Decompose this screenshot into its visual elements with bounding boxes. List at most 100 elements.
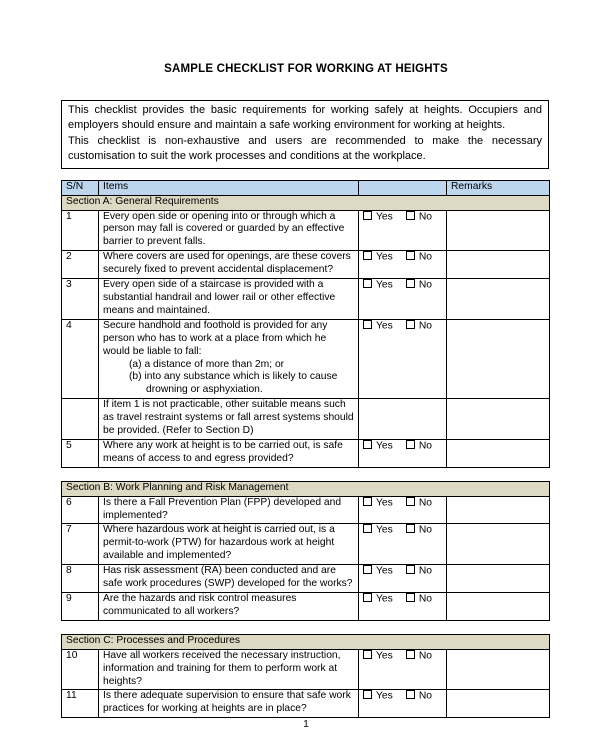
yes-checkbox-option[interactable]: Yes	[363, 497, 393, 510]
row-number-cell: 11	[61, 689, 99, 719]
checkbox-icon[interactable]	[405, 211, 415, 220]
response-cell[interactable]: Yes No	[358, 278, 447, 320]
checkbox-icon[interactable]	[363, 565, 372, 575]
checkbox-icon[interactable]	[363, 650, 372, 659]
checklist-row: 2 Where covers are used for openings, are…	[61, 250, 550, 280]
checklist-row: 7 Where hazardous work at height is carri…	[61, 523, 551, 566]
checkbox-icon[interactable]	[405, 690, 415, 700]
no-checkbox-option[interactable]: No	[405, 320, 432, 333]
row-item-cell: Every open side or opening into or throu…	[98, 209, 359, 252]
checkbox-icon[interactable]	[405, 497, 415, 506]
response-cell[interactable]: Yes No	[358, 689, 447, 719]
response-cell[interactable]: Yes No	[358, 564, 447, 593]
section-title: Section C: Processes and Procedures	[61, 633, 550, 650]
row-item-cell: Where any work at height is to be carrie…	[98, 438, 359, 468]
checkbox-icon[interactable]	[363, 440, 372, 449]
page-number: 1	[303, 719, 309, 730]
row-item-text: Secure handhold and foothold is provided…	[103, 319, 328, 357]
section-title: Section A: General Requirements	[61, 194, 550, 211]
yes-label: Yes	[376, 320, 393, 332]
yes-checkbox-option[interactable]: Yes	[363, 650, 393, 663]
yes-checkbox-option[interactable]: Yes	[363, 320, 393, 333]
column-header-response	[358, 179, 447, 196]
yes-checkbox-option[interactable]: Yes	[363, 279, 393, 293]
no-label: No	[418, 211, 432, 223]
row-number-cell: 3	[61, 278, 99, 320]
response-cell[interactable]: Yes No	[358, 438, 447, 468]
checkbox-icon[interactable]	[405, 251, 415, 261]
checkbox-icon[interactable]	[405, 320, 415, 329]
response-cell[interactable]: Yes No	[358, 523, 447, 566]
row-item-cell: Has risk assessment (RA) been conducted …	[98, 564, 359, 593]
response-cell[interactable]: Yes No	[358, 209, 447, 252]
remarks-cell	[445, 523, 551, 566]
row-number-cell: 1	[61, 209, 99, 252]
row-item-cell: Is there a Fall Prevention Plan (FPP) de…	[98, 495, 359, 525]
remarks-cell	[446, 648, 550, 691]
checklist-table-b: Section B: Work Planning and Risk Manage…	[60, 480, 551, 621]
no-label: No	[418, 524, 432, 536]
checklist-tables: S/N Items Remarks Section A: General Requir…	[0, 179, 612, 719]
row-item-cell: Secure handhold and foothold is provided…	[98, 318, 359, 400]
row-item-cell: Is there adequate supervision to ensure …	[98, 689, 359, 719]
response-cell	[358, 398, 447, 440]
checkbox-icon[interactable]	[405, 650, 415, 659]
yes-checkbox-option[interactable]: Yes	[363, 524, 393, 538]
yes-label: Yes	[376, 690, 393, 702]
no-label: No	[418, 593, 432, 605]
checkbox-icon[interactable]	[405, 440, 415, 449]
yes-checkbox-option[interactable]: Yes	[363, 690, 393, 704]
no-checkbox-option[interactable]: No	[405, 211, 432, 224]
checkbox-icon[interactable]	[363, 320, 372, 329]
no-checkbox-option[interactable]: No	[405, 690, 432, 704]
response-cell[interactable]: Yes No	[358, 495, 447, 525]
no-label: No	[418, 279, 432, 291]
column-header-items: Items	[98, 179, 359, 196]
section-header-row: Section A: General Requirements	[61, 194, 550, 211]
checkbox-icon[interactable]	[363, 593, 372, 602]
checkbox-icon[interactable]	[363, 279, 372, 289]
yes-checkbox-option[interactable]: Yes	[363, 211, 393, 224]
yes-checkbox-option[interactable]: Yes	[363, 565, 393, 579]
response-cell[interactable]: Yes No	[358, 592, 447, 621]
checkbox-icon[interactable]	[363, 690, 372, 700]
remarks-cell	[446, 318, 550, 400]
no-checkbox-option[interactable]: No	[405, 497, 432, 510]
checkbox-icon[interactable]	[405, 279, 415, 289]
checkbox-icon[interactable]	[363, 211, 372, 220]
checklist-row: 5 Where any work at height is to be carri…	[61, 438, 550, 468]
checkbox-icon[interactable]	[405, 565, 415, 575]
no-checkbox-option[interactable]: No	[405, 650, 432, 663]
yes-checkbox-option[interactable]: Yes	[363, 593, 393, 606]
yes-label: Yes	[376, 440, 393, 452]
checklist-row: 11 Is there adequate supervision to ensur…	[61, 689, 550, 719]
no-checkbox-option[interactable]: No	[405, 251, 432, 265]
checkbox-icon[interactable]	[405, 524, 415, 534]
checkbox-icon[interactable]	[363, 497, 372, 506]
response-cell[interactable]: Yes No	[358, 318, 447, 400]
no-checkbox-option[interactable]: No	[405, 440, 432, 453]
checkbox-icon[interactable]	[405, 593, 415, 602]
no-checkbox-option[interactable]: No	[405, 524, 432, 538]
no-checkbox-option[interactable]: No	[405, 593, 432, 606]
no-checkbox-option[interactable]: No	[405, 279, 432, 293]
row-item-cell: Where hazardous work at height is carrie…	[98, 523, 359, 566]
remarks-cell	[446, 689, 550, 719]
checkbox-icon[interactable]	[363, 251, 372, 261]
no-checkbox-option[interactable]: No	[405, 565, 432, 579]
yes-label: Yes	[376, 251, 393, 263]
section-title: Section B: Work Planning and Risk Manage…	[60, 480, 551, 497]
checklist-row: 8 Has risk assessment (RA) been conducted…	[61, 564, 551, 593]
row-number-cell: 9	[61, 592, 99, 621]
checkbox-icon[interactable]	[363, 524, 372, 534]
yes-checkbox-option[interactable]: Yes	[363, 440, 393, 453]
yes-checkbox-option[interactable]: Yes	[363, 251, 393, 265]
row-item-text: If item 1 is not practicable, other suit…	[103, 399, 354, 437]
column-header-remarks: Remarks	[446, 179, 550, 196]
response-cell[interactable]: Yes No	[358, 648, 447, 691]
row-item-cell: Have all workers received the necessary …	[98, 648, 359, 691]
response-cell[interactable]: Yes No	[358, 250, 447, 280]
yes-label: Yes	[376, 497, 393, 509]
row-item-text: Are the hazards and risk control measure…	[103, 593, 297, 617]
